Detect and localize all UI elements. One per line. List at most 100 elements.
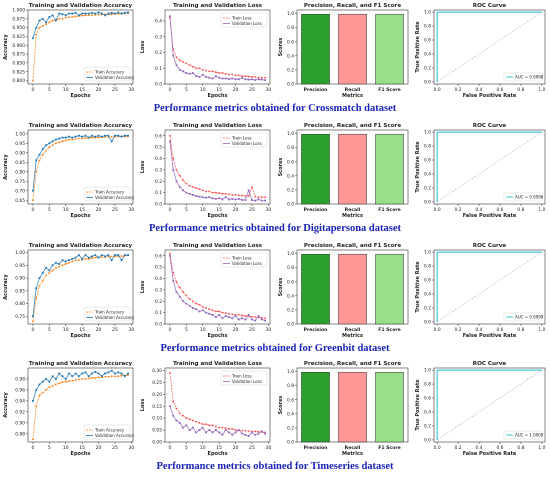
row-caption: Performance metrics obtained for Timeser…: [156, 461, 394, 472]
loss-train-point: [244, 75, 247, 78]
y-tick-label: 0.2: [287, 426, 294, 432]
x-tick-label: 10: [200, 87, 206, 93]
legend-label: Train Loss: [231, 374, 252, 379]
loss-train-point: [182, 61, 184, 63]
loss-val-point: [237, 78, 240, 81]
accuracy-val-point: [74, 372, 77, 375]
loss-val-point: [182, 70, 184, 73]
chart-title: Training and Validation Accuracy: [29, 361, 133, 367]
accuracy-train-point: [71, 138, 74, 141]
accuracy-val-point: [41, 17, 44, 20]
x-tick-label: 0: [168, 87, 171, 93]
x-tick-label: 30: [265, 87, 271, 93]
loss-val-point: [228, 431, 230, 434]
y-axis-label: Loss: [140, 41, 146, 54]
accuracy-val-point: [61, 13, 64, 16]
x-tick-label: 10: [200, 327, 206, 333]
y-tick-label: 0.0: [155, 82, 162, 88]
x-axis-label: False Positive Rate: [463, 213, 517, 219]
accuracy-val-point: [51, 264, 54, 267]
x-tick-label: 0.8: [517, 327, 524, 333]
loss-train-point: [188, 184, 191, 187]
accuracy-val-point: [120, 135, 123, 138]
loss-train-point: [185, 182, 188, 185]
loss-val-point: [231, 433, 234, 436]
accuracy-train-point: [127, 374, 129, 377]
accuracy-val-point: [32, 37, 34, 40]
loss-train-point: [185, 417, 188, 420]
accuracy-train-point: [32, 320, 34, 323]
accuracy-val-point: [48, 142, 51, 145]
y-tick-label: 0.0: [424, 438, 431, 444]
accuracy-val-point: [84, 134, 87, 137]
accuracy-val-point: [81, 12, 84, 15]
accuracy-train-point: [48, 386, 51, 389]
accuracy-train-point: [120, 374, 123, 377]
loss-train-point: [221, 426, 224, 429]
accuracy-val-point: [94, 370, 97, 373]
x-tick-label: Precision: [304, 87, 328, 93]
x-tick-label: 0.0: [434, 445, 441, 451]
chart-title: Precision, Recall, and F1 Score: [304, 3, 401, 9]
accuracy-val-point: [123, 254, 126, 257]
accuracy-train-point: [51, 144, 54, 147]
x-axis-label: Epochs: [208, 333, 228, 339]
loss-val-point: [224, 77, 227, 80]
loss-val-point: [169, 405, 171, 408]
loss-train-point: [237, 313, 240, 316]
accuracy-val-point: [54, 378, 57, 380]
loss-train-point: [208, 424, 211, 427]
loss-val-point: [228, 198, 230, 201]
bar-f1-score: [375, 13, 404, 85]
x-tick-label: 0.4: [476, 87, 483, 93]
loss-val-point: [211, 77, 214, 80]
y-tick-label: 0.0: [424, 200, 431, 206]
accuracy-train-point: [41, 279, 44, 282]
loss-train-point: [228, 427, 230, 430]
loss-val-point: [254, 433, 257, 436]
metrics-bar-chart: Precision, Recall, and F1 Score 0.0 0.2 0.4…: [278, 361, 409, 457]
loss-train-point: [175, 168, 178, 171]
accuracy-val-point: [110, 11, 113, 14]
y-tick-label: 0.8: [424, 382, 431, 388]
y-axis-label: Scores: [278, 158, 284, 177]
accuracy-train-point: [68, 261, 70, 264]
loss-val-point: [224, 196, 227, 199]
x-tick-label: 10: [63, 207, 69, 213]
loss-val-point: [201, 309, 204, 312]
y-tick-label: 0.0: [155, 322, 162, 328]
y-tick-label: 1.00: [15, 131, 25, 137]
x-tick-label: 20: [96, 445, 102, 451]
accuracy-val-point: [104, 14, 107, 17]
loss-train-point: [257, 430, 260, 433]
x-tick-label: 0: [31, 327, 34, 333]
bar-f1-score: [375, 253, 404, 325]
loss-chart: Training and Validation Loss 0 5 10 15 20 25 30…: [140, 3, 271, 99]
accuracy-chart: Training and Validation Accuracy 0 5 10 15 20…: [3, 123, 135, 219]
accuracy-val-point: [48, 380, 51, 383]
loss-train-point: [224, 312, 227, 315]
bar-f1-score: [375, 371, 404, 443]
x-tick-label: 20: [233, 327, 239, 333]
loss-val-point: [251, 78, 253, 81]
loss-val-point: [260, 199, 263, 202]
x-tick-label: 1.0: [538, 207, 545, 213]
loss-train-point: [191, 65, 194, 68]
accuracy-train-point: [77, 137, 80, 140]
accuracy-val-point: [32, 399, 34, 402]
accuracy-val-point: [127, 11, 129, 14]
accuracy-train-point: [84, 378, 87, 380]
y-tick-label: 0.0: [287, 202, 294, 208]
accuracy-val-point: [45, 21, 47, 24]
x-tick-label: 15: [79, 445, 85, 451]
loss-val-point: [257, 315, 260, 317]
loss-train-point: [231, 193, 234, 196]
loss-val-point: [185, 191, 188, 194]
loss-val-point: [251, 199, 253, 201]
loss-train-point: [169, 252, 171, 255]
loss-val-point: [185, 302, 188, 305]
legend-label: Validation Loss: [232, 261, 262, 266]
accuracy-train-point: [100, 256, 103, 259]
y-tick-label: 0.8: [287, 25, 294, 31]
loss-train-point: [172, 271, 175, 274]
